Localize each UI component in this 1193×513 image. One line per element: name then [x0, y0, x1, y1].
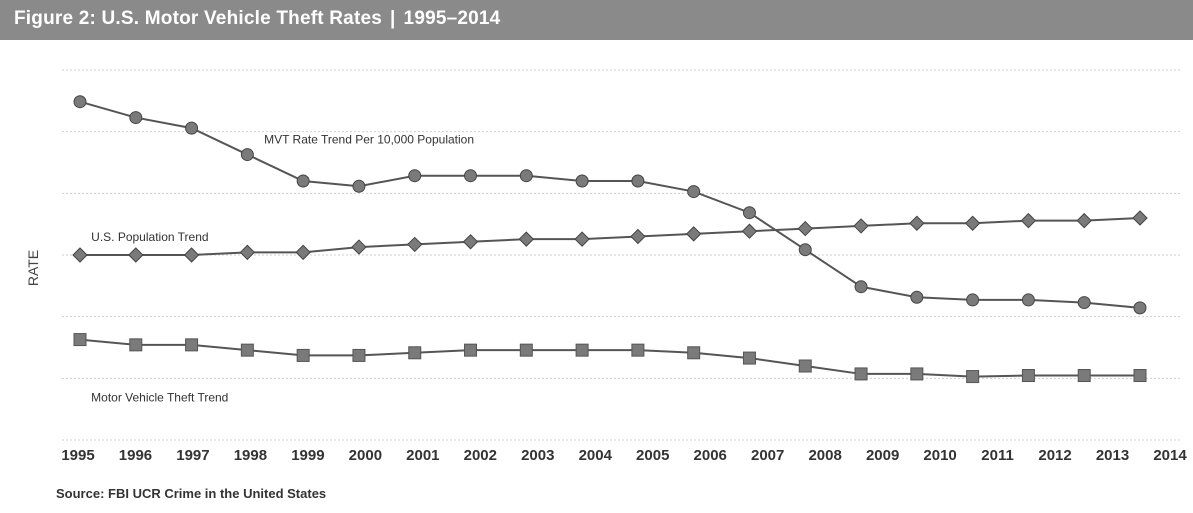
- data-point: [519, 169, 533, 183]
- data-point: [129, 338, 143, 352]
- data-point: [797, 220, 813, 237]
- x-tick-label: 2004: [579, 447, 613, 464]
- data-point: [575, 174, 589, 188]
- figure-title: Figure 2: U.S. Motor Vehicle Theft Rates…: [14, 8, 500, 30]
- data-point: [742, 206, 756, 220]
- x-tick-label: 2005: [636, 447, 669, 464]
- data-point: [742, 351, 756, 365]
- data-point: [1021, 369, 1035, 383]
- x-tick-label: 2000: [349, 447, 382, 464]
- x-tick-label: 1998: [234, 447, 267, 464]
- data-point: [798, 243, 812, 257]
- data-point: [798, 359, 812, 373]
- series-markers: [72, 95, 1148, 384]
- data-point: [352, 348, 366, 362]
- data-point: [185, 338, 199, 352]
- data-point: [464, 169, 478, 183]
- x-tick-label: 2013: [1096, 447, 1129, 464]
- data-point: [575, 343, 589, 357]
- data-point: [240, 343, 254, 357]
- data-point: [185, 121, 199, 135]
- data-point: [741, 223, 758, 239]
- data-point: [854, 280, 868, 294]
- data-point: [574, 231, 590, 247]
- data-point: [1020, 212, 1037, 229]
- data-point: [1132, 210, 1148, 226]
- line-chart: RATE MVT Rate Trend Per 10,000 Populatio…: [25, 69, 1187, 464]
- data-point: [1077, 369, 1091, 383]
- x-tick-label: 2010: [923, 447, 956, 464]
- data-point: [240, 148, 254, 162]
- data-point: [183, 247, 200, 263]
- y-axis-label: RATE: [25, 250, 41, 286]
- x-tick-label: 1999: [291, 447, 324, 464]
- data-point: [966, 293, 980, 307]
- x-tick-label: 1995: [61, 447, 94, 464]
- series-line: [80, 217, 1141, 256]
- data-point: [854, 367, 868, 381]
- data-point: [407, 236, 423, 253]
- series-label: MVT Rate Trend Per 10,000 Population: [264, 133, 474, 147]
- data-point: [631, 174, 645, 188]
- data-point: [910, 290, 924, 304]
- data-point: [464, 343, 478, 357]
- x-tick-label: 1996: [119, 447, 152, 464]
- data-point: [352, 179, 366, 193]
- x-tick-label: 2007: [751, 447, 784, 464]
- x-tick-label: 1997: [176, 447, 209, 464]
- figure-title-years: 1995–2014: [403, 8, 501, 29]
- series-line: [79, 338, 1140, 378]
- data-point: [687, 346, 701, 360]
- data-point: [408, 346, 422, 360]
- x-tick-label: 2011: [981, 447, 1014, 464]
- x-tick-label: 2002: [464, 447, 497, 464]
- data-point: [239, 244, 256, 261]
- series-labels: MVT Rate Trend Per 10,000 Population U.S.…: [91, 133, 474, 405]
- data-point: [1133, 369, 1147, 383]
- data-point: [128, 247, 144, 263]
- x-tick-label: 2006: [694, 447, 727, 464]
- data-point: [72, 247, 88, 263]
- figure-title-separator: |: [390, 8, 396, 29]
- data-point: [631, 343, 645, 357]
- source-note: Source: FBI UCR Crime in the United Stat…: [56, 486, 327, 501]
- data-point: [1077, 296, 1091, 310]
- data-point: [296, 174, 310, 188]
- data-point: [519, 343, 533, 357]
- data-point: [1076, 212, 1092, 229]
- series-line: [79, 100, 1141, 309]
- data-point: [685, 226, 702, 242]
- data-point: [518, 231, 535, 247]
- data-point: [462, 234, 479, 250]
- data-point: [295, 244, 311, 261]
- data-point: [351, 239, 367, 255]
- data-point: [853, 218, 869, 234]
- series-label: Motor Vehicle Theft Trend: [91, 391, 228, 405]
- x-tick-label: 2008: [808, 447, 841, 464]
- data-point: [296, 348, 310, 362]
- grid-lines: [62, 69, 1180, 441]
- data-point: [687, 185, 701, 199]
- data-point: [1021, 293, 1035, 307]
- figure-title-text: Figure 2: U.S. Motor Vehicle Theft Rates: [14, 8, 383, 29]
- x-tick-label: 2014: [1153, 447, 1187, 464]
- data-point: [909, 215, 925, 231]
- data-point: [73, 333, 87, 347]
- x-tick-label: 2012: [1038, 447, 1071, 464]
- figure-title-banner: Figure 2: U.S. Motor Vehicle Theft Rates…: [0, 0, 1193, 40]
- series-lines: [79, 100, 1141, 378]
- data-point: [966, 370, 980, 384]
- data-point: [630, 228, 646, 245]
- data-point: [129, 111, 143, 125]
- data-point: [964, 215, 981, 231]
- data-point: [73, 95, 87, 109]
- x-tick-label: 2009: [866, 447, 899, 464]
- x-tick-labels: 1995 1996 1997 1998 1999 2000 2001 2002 2003 2004…: [61, 447, 1187, 464]
- x-tick-label: 2001: [406, 447, 439, 464]
- series-label: U.S. Population Trend: [91, 230, 208, 244]
- data-point: [408, 169, 422, 183]
- data-point: [1133, 301, 1147, 315]
- x-tick-label: 2003: [521, 447, 554, 464]
- data-point: [910, 367, 924, 381]
